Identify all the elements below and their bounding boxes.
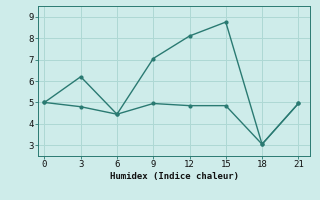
X-axis label: Humidex (Indice chaleur): Humidex (Indice chaleur) — [110, 172, 239, 181]
